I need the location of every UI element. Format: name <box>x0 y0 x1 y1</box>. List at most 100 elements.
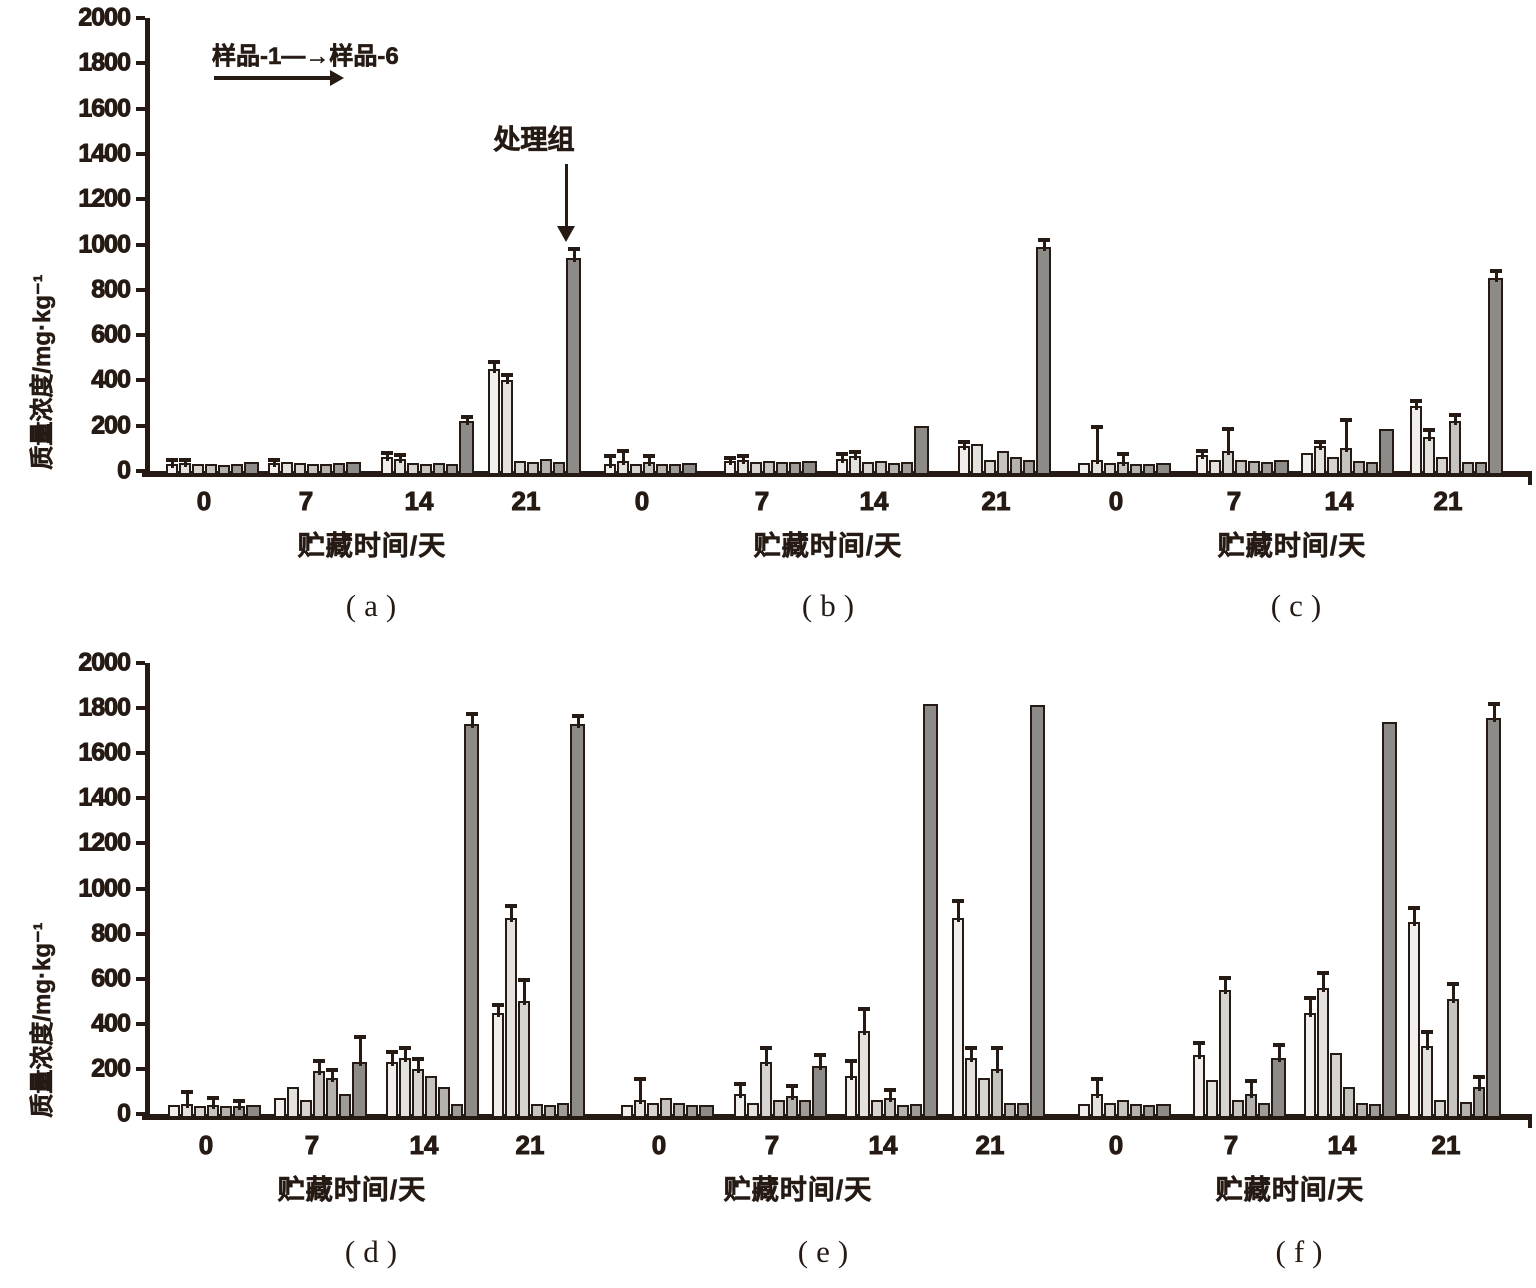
error-bar-stem <box>1494 271 1498 283</box>
error-bar-cap <box>268 457 280 462</box>
bar <box>514 460 526 475</box>
bar <box>991 1068 1003 1118</box>
error-bar-cap <box>1489 268 1502 273</box>
error-bar-cap <box>786 1083 798 1088</box>
bar <box>1010 457 1022 475</box>
error-bar-stem <box>1492 704 1496 723</box>
error-bar-cap <box>179 457 191 462</box>
bar <box>750 461 762 475</box>
bar <box>205 464 217 475</box>
error-bar-stem <box>841 455 844 463</box>
bar <box>1356 1102 1368 1118</box>
error-bar-stem <box>963 442 966 451</box>
y-axis-spine <box>145 663 150 1120</box>
y-axis-tick <box>136 886 145 891</box>
error-bar-stem <box>358 1038 362 1067</box>
error-bar-stem <box>1122 455 1125 466</box>
error-bar-cap <box>207 1096 219 1101</box>
x-axis-tick-label: 7 <box>764 1130 780 1161</box>
error-bar-stem <box>957 902 960 922</box>
bar <box>1462 461 1474 475</box>
panel-letter-f: (f) <box>1275 1234 1331 1269</box>
bar <box>1473 1086 1485 1118</box>
bar <box>1004 1102 1016 1118</box>
y-axis-tick <box>136 469 145 473</box>
y-axis-tick <box>136 378 145 383</box>
bar <box>1382 721 1397 1118</box>
bar <box>647 1102 659 1118</box>
error-bar-stem <box>506 375 509 385</box>
error-bar-cap <box>1317 971 1329 976</box>
error-bar-stem <box>1426 1032 1429 1051</box>
y-axis-tick <box>136 151 145 156</box>
error-bar-stem <box>863 1010 866 1035</box>
error-bar-cap <box>571 714 584 719</box>
x-axis-tick-label: 0 <box>651 1130 667 1161</box>
y-axis-tick <box>136 976 145 981</box>
error-bar-cap <box>1340 418 1352 423</box>
error-bar-stem <box>1413 908 1416 927</box>
bar <box>553 461 565 475</box>
error-bar-stem <box>1322 974 1325 992</box>
error-bar-cap <box>181 1089 193 1094</box>
error-bar-stem <box>739 1084 742 1098</box>
x-axis-end-tick <box>1528 477 1532 485</box>
bar <box>333 463 345 475</box>
bar <box>923 703 938 1118</box>
x-axis-tick-label: 14 <box>859 486 889 517</box>
y-axis-tick <box>136 1021 145 1026</box>
bar <box>1261 461 1273 475</box>
panel-letter-b: (b) <box>801 588 863 623</box>
error-bar-cap <box>166 458 178 463</box>
y-axis-tick <box>136 16 145 20</box>
y-axis-tick <box>136 931 145 936</box>
error-bar-stem <box>622 451 625 465</box>
bar <box>686 1104 698 1118</box>
x-axis-end-tick <box>1528 1120 1532 1128</box>
bar <box>952 917 964 1118</box>
error-bar-stem <box>470 714 474 728</box>
x-axis-tick-label: 21 <box>515 1130 545 1161</box>
error-bar-cap <box>1487 701 1500 706</box>
bar <box>910 1103 922 1118</box>
error-bar-cap <box>1408 905 1420 910</box>
bar <box>971 443 983 475</box>
bar <box>407 463 419 475</box>
bar <box>978 1077 990 1118</box>
error-bar-cap <box>858 1007 870 1012</box>
bar <box>871 1100 883 1118</box>
x-axis-title: 贮藏时间/天 <box>277 1175 427 1206</box>
x-axis-tick-label: 0 <box>1108 1130 1124 1161</box>
bar <box>501 380 513 475</box>
error-bar-stem <box>318 1062 321 1076</box>
error-bar-stem <box>391 1053 394 1067</box>
bar <box>997 450 1009 475</box>
bar <box>220 1106 232 1118</box>
error-bar-stem <box>184 460 187 468</box>
bar <box>244 461 259 475</box>
bar <box>656 464 668 475</box>
error-bar-cap <box>845 1059 857 1064</box>
y-axis-tick-label: 600 <box>91 964 132 993</box>
bar <box>246 1104 261 1118</box>
error-bar-cap <box>412 1056 424 1061</box>
y-axis-title: 质量浓度/mg·kg⁻¹ <box>29 922 57 1118</box>
bar <box>1460 1101 1472 1118</box>
error-bar-stem <box>996 1048 999 1073</box>
x-axis-tick-label: 0 <box>634 486 650 517</box>
error-bar-stem <box>497 1005 500 1017</box>
error-bar-cap <box>460 414 473 419</box>
y-axis-tick <box>136 197 145 202</box>
bar <box>570 723 585 1118</box>
x-axis-tick-label: 7 <box>1226 486 1242 517</box>
y-axis-tick <box>136 106 145 111</box>
error-bar-stem <box>1452 985 1455 1003</box>
error-bar-cap <box>1447 982 1459 987</box>
bar <box>1369 1103 1381 1118</box>
bar <box>274 1098 286 1118</box>
bar <box>557 1102 569 1118</box>
bar <box>1353 460 1365 475</box>
bar <box>346 461 361 475</box>
bar <box>773 1100 785 1118</box>
error-bar-cap <box>1473 1074 1485 1079</box>
